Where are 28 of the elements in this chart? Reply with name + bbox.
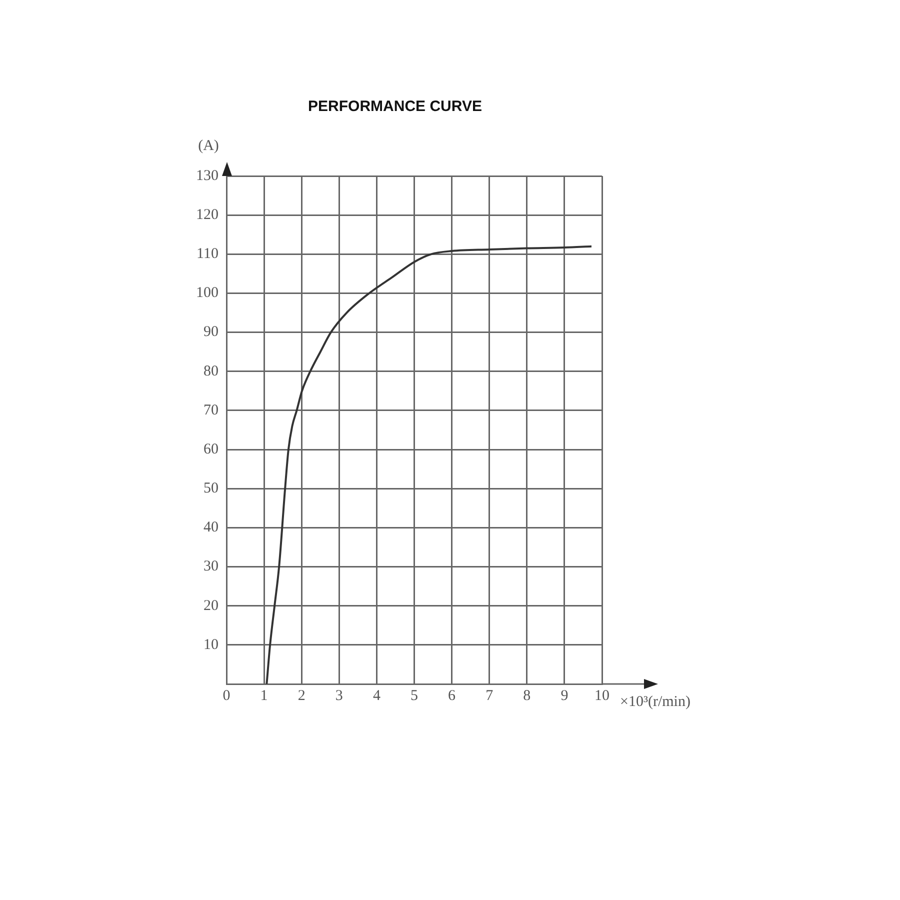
y-tick-label: 20	[204, 598, 218, 614]
x-tick-label: 0	[222, 688, 230, 704]
line-series	[266, 245, 592, 684]
x-tick-label: 4	[372, 688, 381, 704]
x-tick-label: 1	[260, 688, 268, 704]
y-tick-label: 10	[204, 636, 218, 653]
y-tick-label: 120	[196, 207, 218, 224]
x-tick-label: 3	[335, 688, 343, 704]
y-tick-label: 100	[196, 285, 218, 302]
y-axis-title: (A)	[198, 138, 219, 154]
x-tick-label: 9	[560, 688, 568, 704]
y-tick-label: 70	[204, 402, 218, 418]
y-tick-label: 30	[204, 558, 218, 575]
x-tick-label: 10	[594, 688, 610, 704]
x-tick-label: 5	[410, 688, 418, 704]
x-tick-label: 7	[486, 688, 494, 704]
chart-title: PERFORMANCE CURVE	[308, 98, 482, 116]
y-tick-label: 50	[204, 480, 218, 497]
x-tick-label: 8	[523, 688, 531, 704]
y-tick-label: 90	[204, 324, 218, 340]
y-tick-label: 130	[196, 168, 218, 184]
y-tick-label: 40	[204, 520, 218, 536]
y-tick-label: 60	[204, 441, 218, 458]
x-tick-label: 2	[298, 688, 306, 704]
x-axis-title: ×10³(r/min)	[620, 694, 690, 710]
x-tick-label: 6	[448, 688, 456, 704]
y-tick-label: 110	[196, 246, 218, 262]
y-tick-label: 80	[204, 363, 218, 380]
